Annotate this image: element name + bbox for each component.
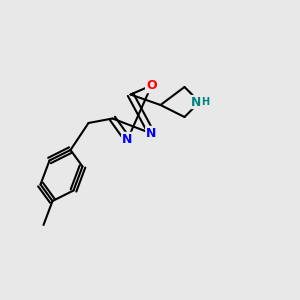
Text: N: N	[122, 133, 133, 146]
Text: H: H	[201, 97, 209, 107]
Text: N: N	[146, 127, 157, 140]
Text: O: O	[146, 79, 157, 92]
Text: N: N	[190, 95, 201, 109]
